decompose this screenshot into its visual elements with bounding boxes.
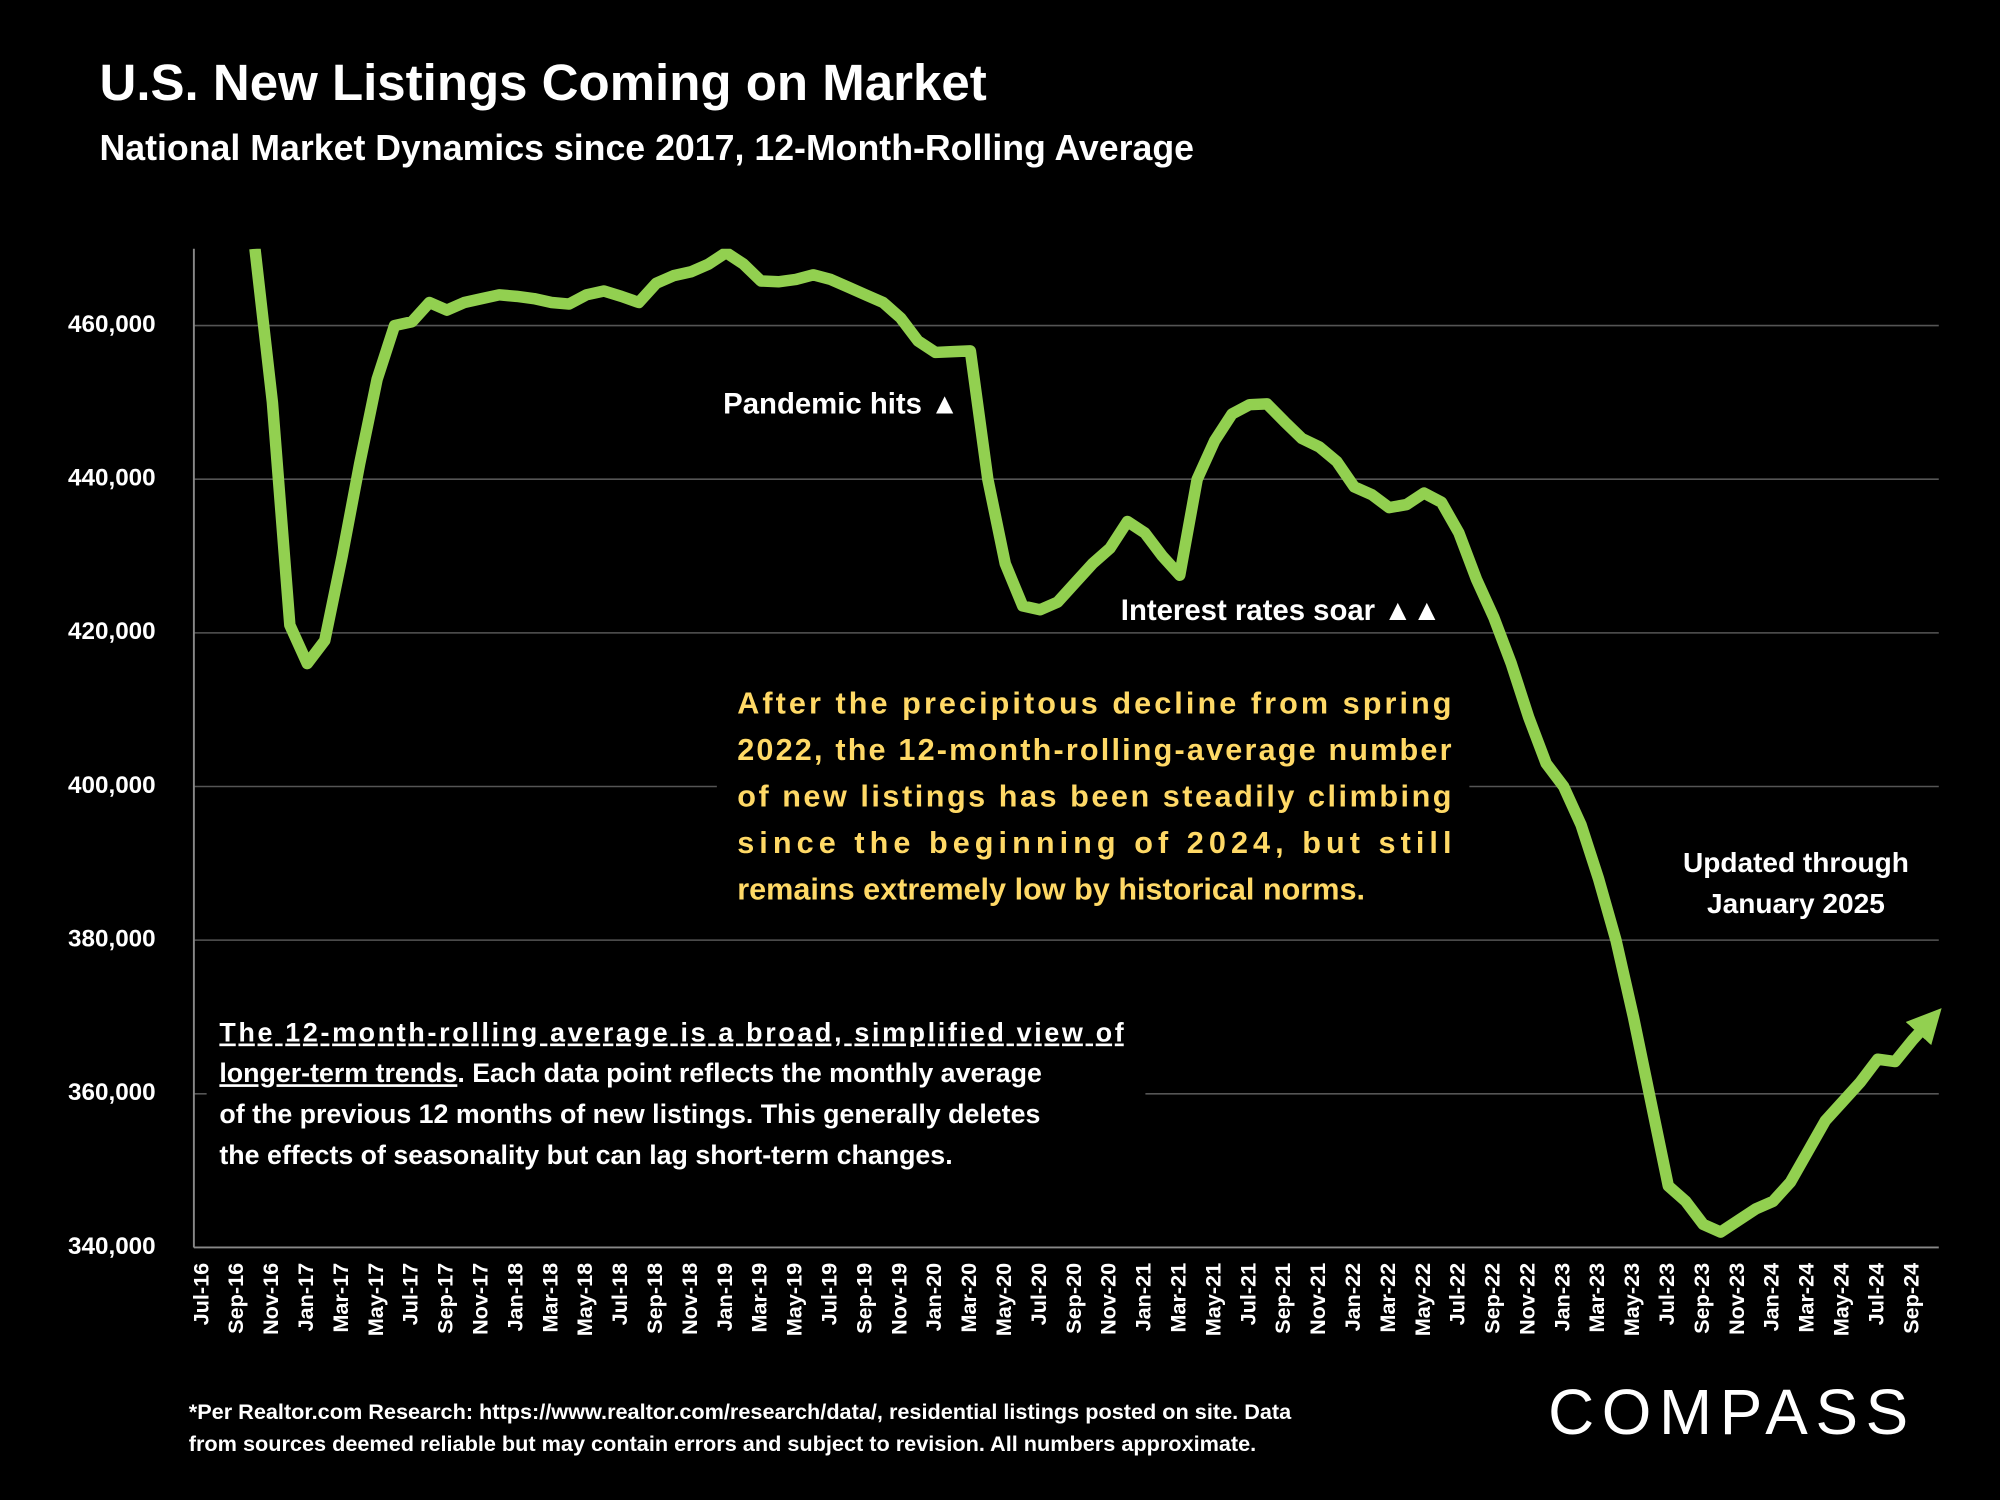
data-line (249, 248, 1942, 1238)
x-tick-label: Jul-19 (816, 1263, 841, 1326)
x-tick-label: Nov-19 (886, 1263, 911, 1335)
plot-area (249, 248, 1942, 1238)
updated-note: January 2025 (1707, 888, 1885, 919)
updated-note: Updated through (1683, 847, 1909, 878)
note-background (206, 1011, 1146, 1184)
x-tick-label: May-18 (572, 1263, 597, 1336)
x-tick-label: Jul-22 (1445, 1263, 1470, 1326)
logo: COMPASS (1548, 1376, 1916, 1448)
annotation: Interest rates soar ▲▲ (1121, 594, 1442, 627)
chart-title: U.S. New Listings Coming on Market (99, 54, 986, 111)
note-text: The 12-month-rolling average is a broad,… (219, 1018, 1123, 1048)
x-tick-label: Mar-19 (747, 1263, 772, 1333)
x-tick-label: Jul-20 (1026, 1263, 1051, 1326)
x-tick-label: Jan-21 (1131, 1263, 1156, 1332)
y-tick-label: 360,000 (68, 1079, 156, 1106)
x-tick-label: Mar-22 (1375, 1263, 1400, 1333)
annotation: Pandemic hits ▲ (723, 387, 959, 420)
x-tick-label: Sep-24 (1898, 1263, 1923, 1334)
footnote: from sources deemed reliable but may con… (189, 1431, 1256, 1456)
y-tick-label: 380,000 (68, 926, 156, 953)
callout-text: 2022, the 12-month-rolling-average numbe… (737, 733, 1451, 767)
x-tick-label: Nov-23 (1724, 1263, 1749, 1335)
note-underlined: longer-term trends (219, 1058, 457, 1088)
note-text: longer-term trends. Each data point refl… (219, 1058, 1041, 1088)
x-tick-label: May-24 (1829, 1263, 1854, 1336)
x-tick-label: Jul-16 (188, 1263, 213, 1326)
x-tick-label: Mar-21 (1165, 1263, 1190, 1333)
x-tick-label: Jan-17 (293, 1263, 318, 1332)
x-tick-label: Jul-23 (1654, 1263, 1679, 1326)
x-tick-label: May-22 (1410, 1263, 1435, 1336)
x-tick-label: Jan-18 (502, 1263, 527, 1332)
x-tick-label: Jul-17 (398, 1263, 423, 1326)
x-tick-label: May-17 (363, 1263, 388, 1336)
x-tick-label: Sep-21 (1270, 1263, 1295, 1334)
footnote: *Per Realtor.com Research: https://www.r… (189, 1399, 1292, 1424)
y-tick-label: 340,000 (68, 1233, 156, 1260)
note-text: . Each data point reflects the monthly a… (457, 1058, 1042, 1088)
x-tick-label: May-20 (991, 1263, 1016, 1336)
x-tick-label: Nov-22 (1514, 1263, 1539, 1335)
x-tick-label: Jan-24 (1759, 1263, 1784, 1332)
callout-text: of new listings has been steadily climbi… (737, 780, 1451, 814)
y-tick-label: 460,000 (68, 311, 156, 338)
chart-subtitle: National Market Dynamics since 2017, 12-… (99, 128, 1194, 168)
x-tick-label: Nov-21 (1305, 1263, 1330, 1335)
callout-text: After the precipitous decline from sprin… (737, 686, 1451, 720)
x-tick-label: Jul-18 (607, 1263, 632, 1326)
x-tick-label: Mar-20 (956, 1263, 981, 1333)
x-tick-label: Jan-20 (921, 1263, 946, 1332)
x-tick-label: Nov-18 (677, 1263, 702, 1335)
y-tick-label: 440,000 (68, 465, 156, 492)
x-tick-label: May-19 (782, 1263, 807, 1336)
x-tick-label: Sep-17 (433, 1263, 458, 1334)
x-tick-label: Jan-23 (1549, 1263, 1574, 1332)
x-tick-label: Mar-17 (328, 1263, 353, 1333)
x-tick-label: Jan-19 (712, 1263, 737, 1332)
x-tick-label: Sep-16 (223, 1263, 248, 1334)
callout-text: remains extremely low by historical norm… (737, 873, 1365, 907)
x-tick-label: Sep-22 (1480, 1263, 1505, 1334)
x-tick-label: May-23 (1619, 1263, 1644, 1336)
y-tick-label: 400,000 (68, 772, 156, 799)
y-tick-label: 420,000 (68, 618, 156, 645)
callout-background (716, 676, 1470, 919)
x-tick-label: Jul-24 (1863, 1263, 1888, 1326)
x-tick-label: Nov-20 (1096, 1263, 1121, 1335)
x-tick-label: Nov-16 (258, 1263, 283, 1335)
note-text: the effects of seasonality but can lag s… (219, 1140, 952, 1170)
x-tick-label: Mar-23 (1584, 1263, 1609, 1333)
x-tick-label: Sep-23 (1689, 1263, 1714, 1334)
x-tick-label: Sep-20 (1061, 1263, 1086, 1334)
x-tick-label: Sep-18 (642, 1263, 667, 1334)
x-tick-label: Jan-22 (1340, 1263, 1365, 1332)
x-tick-label: May-21 (1200, 1263, 1225, 1336)
x-tick-label: Mar-24 (1794, 1263, 1819, 1333)
x-tick-label: Nov-17 (468, 1263, 493, 1335)
x-tick-label: Sep-19 (851, 1263, 876, 1334)
note-text: of the previous 12 months of new listing… (219, 1099, 1040, 1129)
x-tick-label: Mar-18 (537, 1263, 562, 1333)
x-tick-label: Jul-21 (1235, 1263, 1260, 1326)
